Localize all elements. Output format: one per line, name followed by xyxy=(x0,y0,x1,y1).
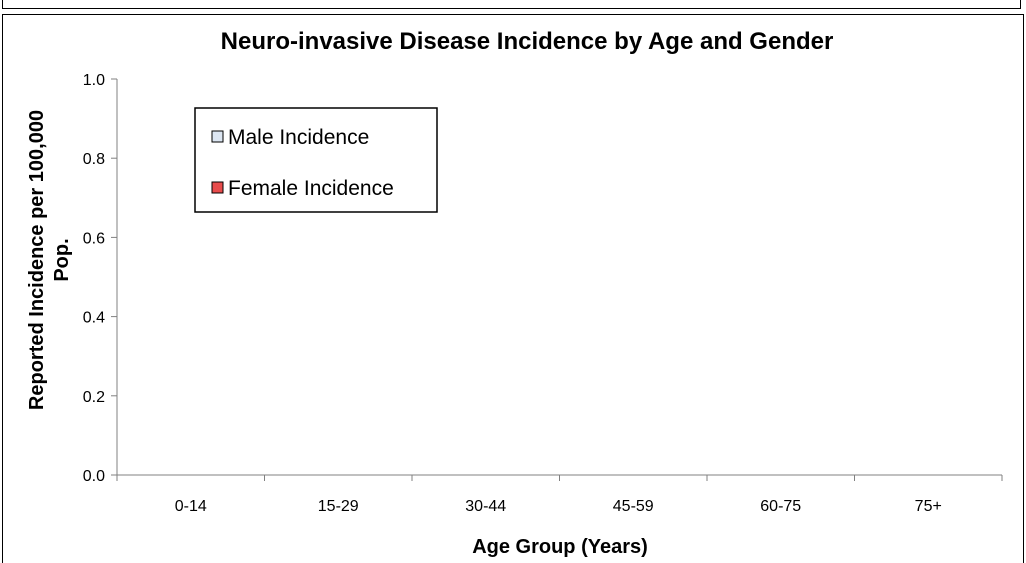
x-tick-label: 75+ xyxy=(915,498,942,515)
y-tick-label: 0.8 xyxy=(83,151,105,168)
y-axis-title-line2: Pop. xyxy=(51,238,73,281)
legend-swatch-female xyxy=(211,181,224,194)
legend-swatch-male xyxy=(211,130,224,143)
chart-title: Neuro-invasive Disease Incidence by Age … xyxy=(221,28,834,55)
legend-label-male: Male Incidence xyxy=(228,126,369,149)
y-axis-title: Reported Incidence per 100,000 Pop. xyxy=(26,110,73,410)
x-tick-label: 15-29 xyxy=(318,498,359,515)
x-tick-label: 60-75 xyxy=(760,498,801,515)
legend-label-female: Female Incidence xyxy=(228,177,394,200)
y-tick-label: 0.0 xyxy=(83,468,105,485)
axes: 0.0 0.2 0.4 0.6 0.8 1.0 0-14 15-29 30-44 45-59 60-… xyxy=(83,72,1003,515)
x-tick-label: 30-44 xyxy=(465,498,506,515)
top-frame-edge xyxy=(2,0,1021,9)
chart-frame xyxy=(2,14,1024,563)
x-tick-label: 45-59 xyxy=(613,498,654,515)
y-tick-label: 0.2 xyxy=(83,389,105,406)
y-tick-label: 0.6 xyxy=(83,230,105,247)
legend-box xyxy=(194,107,438,213)
x-axis-title: Age Group (Years) xyxy=(472,536,648,558)
y-tick-label: 0.4 xyxy=(83,310,105,327)
x-tick-label: 0-14 xyxy=(175,498,207,515)
y-axis-title-line1: Reported Incidence per 100,000 xyxy=(26,110,48,410)
y-tick-label: 1.0 xyxy=(83,72,105,89)
legend: Male Incidence Female Incidence xyxy=(194,107,438,213)
